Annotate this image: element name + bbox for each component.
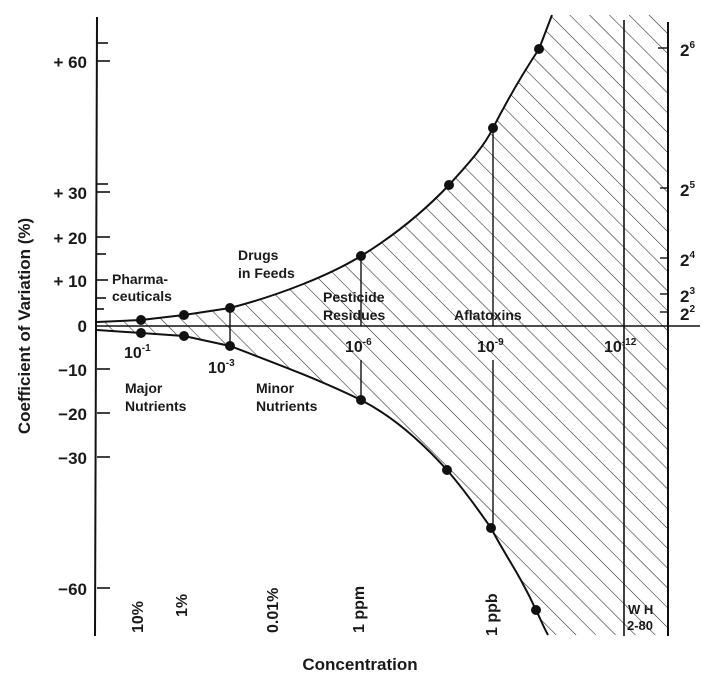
svg-text:2-80: 2-80 — [627, 618, 653, 633]
svg-text:10-1: 10-1 — [124, 343, 151, 362]
ytick-0: 0 — [78, 317, 87, 336]
svg-text:1%: 1% — [174, 594, 191, 617]
left-axis — [94, 16, 98, 637]
x-axis-title: Concentration — [302, 655, 417, 674]
y-tick-labels: + 60 + 30 + 20 + 10 0 −10 −20 −30 −60 — [53, 53, 87, 599]
svg-text:Nutrients: Nutrients — [125, 398, 187, 414]
ytick-m20: −20 — [58, 405, 87, 424]
exponent-labels: 10-1 10-3 10-6 10-9 10-12 — [124, 337, 637, 377]
category-annotations: Pharma- ceuticals Drugs in Feeds Pestici… — [112, 247, 653, 633]
svg-text:10%: 10% — [130, 601, 147, 633]
svg-text:1 ppb: 1 ppb — [484, 593, 501, 636]
ytick-m60: −60 — [58, 580, 87, 599]
svg-text:Nutrients: Nutrients — [256, 398, 318, 414]
svg-text:10-6: 10-6 — [345, 337, 372, 356]
data-points — [136, 44, 544, 615]
svg-text:0.01%: 0.01% — [265, 588, 282, 633]
svg-text:25: 25 — [680, 180, 695, 200]
svg-text:22: 22 — [680, 304, 695, 324]
ann-aflatoxins: Aflatoxins — [454, 307, 522, 323]
concentration-labels: 10% 1% 0.01% 1 ppm 1 ppb — [130, 586, 501, 636]
ann-pesticide: Pesticide — [323, 289, 385, 305]
svg-text:10-12: 10-12 — [604, 337, 637, 356]
left-ticks — [97, 42, 110, 589]
right-ticks — [658, 47, 668, 313]
ytick-p60: + 60 — [53, 53, 87, 72]
ytick-p10: + 10 — [53, 272, 87, 291]
ytick-p20: + 20 — [53, 229, 87, 248]
svg-text:23: 23 — [680, 286, 695, 306]
svg-text:ceuticals: ceuticals — [112, 288, 172, 304]
svg-text:in Feeds: in Feeds — [238, 265, 295, 281]
ytick-p30: + 30 — [53, 184, 87, 203]
ytick-m30: −30 — [58, 449, 87, 468]
svg-text:24: 24 — [680, 250, 695, 270]
upper-curve — [96, 14, 553, 323]
svg-text:10-9: 10-9 — [477, 337, 504, 356]
svg-text:26: 26 — [680, 40, 695, 60]
ann-wh: W H — [628, 602, 653, 617]
svg-text:Residues: Residues — [323, 307, 385, 323]
y-axis-title: Coefficient of Variation (%) — [15, 218, 34, 434]
ytick-m10: −10 — [58, 361, 87, 380]
svg-text:10-3: 10-3 — [208, 358, 235, 377]
svg-text:1 ppm: 1 ppm — [351, 586, 368, 633]
ann-minor: Minor — [256, 380, 295, 396]
right-axis-labels: 26 25 24 23 22 — [680, 40, 695, 324]
ann-major: Major — [125, 380, 163, 396]
ann-drugs: Drugs — [238, 247, 279, 263]
ann-pharma: Pharma- — [112, 271, 168, 287]
hatched-region — [97, 15, 668, 635]
